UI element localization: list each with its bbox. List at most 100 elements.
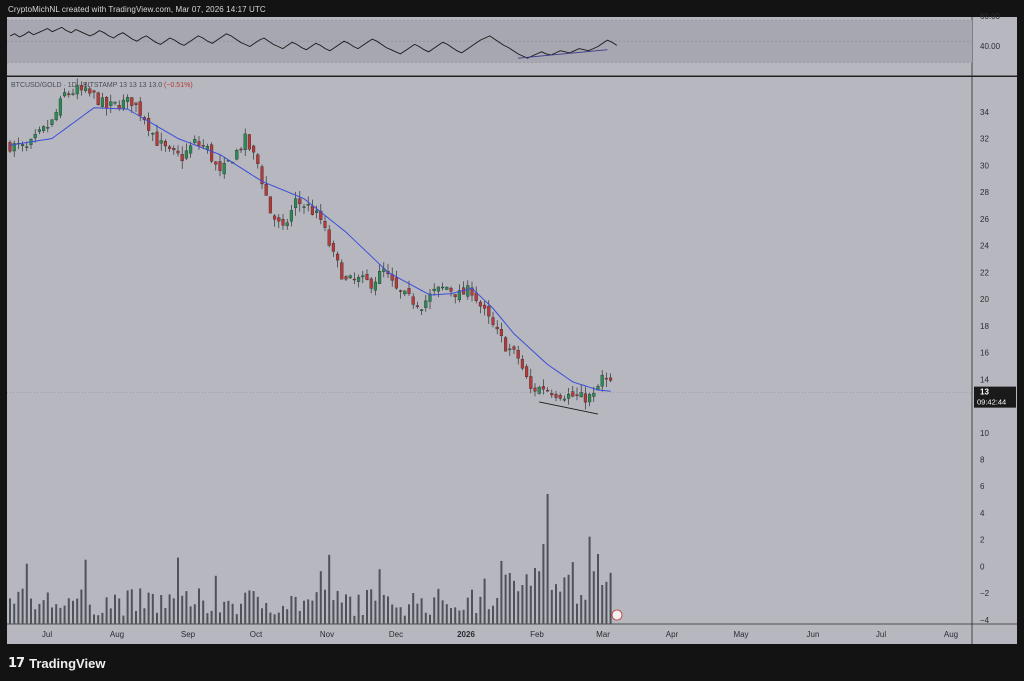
candle-body: [592, 393, 596, 397]
time-tick-label: May: [733, 630, 748, 639]
candle: [247, 133, 251, 151]
candle-body: [134, 102, 138, 105]
candle: [411, 293, 415, 309]
candle-body: [163, 140, 167, 147]
candle-body: [331, 243, 335, 252]
candle-body: [46, 127, 50, 129]
candle: [365, 269, 369, 281]
candle-body: [256, 154, 260, 164]
candle: [470, 281, 474, 302]
volume-bar: [252, 591, 255, 624]
candle-body: [399, 290, 403, 292]
price-tick-label: 2: [980, 536, 985, 545]
volume-bar: [93, 614, 95, 624]
time-tick-label: Jul: [876, 630, 886, 639]
candle: [92, 89, 96, 99]
candle-body: [378, 271, 382, 284]
candle: [163, 139, 167, 152]
candle: [361, 270, 365, 284]
time-tick-label: Aug: [110, 630, 124, 639]
candle-body: [197, 141, 201, 146]
volume-bar: [202, 600, 205, 624]
volume-bar: [122, 615, 125, 624]
candle-body: [147, 117, 151, 131]
last-price-badge: [974, 386, 1016, 408]
price-divergence-line: [539, 401, 599, 415]
candle: [222, 157, 226, 179]
candle-body: [504, 337, 508, 352]
candle-body: [344, 276, 348, 280]
volume-bar: [500, 560, 503, 624]
candle-body: [441, 286, 445, 289]
volume-bar: [584, 599, 587, 624]
candle: [478, 300, 482, 314]
candle-body: [520, 358, 524, 369]
candle: [315, 205, 319, 219]
candle-body: [289, 210, 293, 222]
candle-body: [348, 275, 352, 279]
price-tick-label: 8: [980, 455, 985, 464]
candle: [235, 148, 239, 161]
rsi-tick-label: 40.00: [980, 42, 1001, 51]
time-tick-label: Mar: [596, 630, 610, 639]
volume-bar: [416, 603, 419, 624]
volume-bar: [97, 615, 100, 624]
candle-body: [533, 387, 537, 392]
volume-bar: [370, 589, 373, 624]
price-tick-label: 26: [980, 215, 989, 224]
volume-bar: [349, 596, 352, 624]
candle-body: [525, 366, 529, 377]
volume-bar: [580, 595, 583, 624]
candle-body: [470, 287, 474, 296]
candle: [399, 289, 403, 299]
candle: [592, 386, 596, 402]
candle: [579, 384, 583, 398]
candle-body: [491, 317, 495, 325]
candle-body: [201, 145, 205, 147]
volume-bar: [17, 591, 20, 624]
volume-bar: [244, 592, 247, 624]
candle-body: [424, 300, 428, 308]
candle: [168, 144, 172, 152]
volume-bar: [235, 614, 238, 624]
candle-body: [247, 134, 251, 150]
volume-bar: [156, 612, 158, 624]
volume-bar: [147, 592, 150, 624]
volume-bar: [206, 613, 209, 624]
candle: [277, 214, 281, 229]
volume-bar: [9, 598, 11, 624]
candle-body: [260, 166, 264, 185]
volume-bars: [9, 494, 612, 624]
candle-body: [222, 163, 226, 175]
candle: [285, 218, 289, 230]
volume-bar: [42, 600, 45, 624]
candle: [600, 370, 604, 392]
volume-bar: [38, 603, 41, 624]
candle-body: [550, 393, 554, 396]
candle: [537, 385, 541, 395]
candle: [281, 213, 285, 230]
candle: [441, 282, 445, 291]
volume-bar: [353, 615, 356, 624]
volume-bar: [223, 601, 226, 624]
time-tick-label: Dec: [389, 630, 403, 639]
volume-bar: [51, 607, 53, 624]
volume-bar: [328, 554, 331, 624]
volume-bar: [88, 604, 91, 624]
candle: [550, 389, 554, 399]
candle: [289, 205, 293, 227]
candle: [323, 215, 327, 232]
time-scale-bg: [7, 624, 1017, 644]
price-tick-label: 4: [980, 509, 985, 518]
volume-bar: [219, 612, 221, 624]
symbol-legend[interactable]: BTCUSD/GOLD · 1D · BITSTAMP 13 13 13 13.…: [11, 82, 193, 89]
candle: [260, 164, 264, 190]
candle-body: [151, 133, 155, 135]
candle-body: [579, 392, 583, 398]
volume-bar: [311, 600, 314, 624]
candle-body: [121, 99, 125, 110]
candle: [571, 386, 575, 398]
tradingview-logo[interactable]: 17 TradingView: [8, 654, 105, 672]
volume-bar: [30, 598, 32, 624]
